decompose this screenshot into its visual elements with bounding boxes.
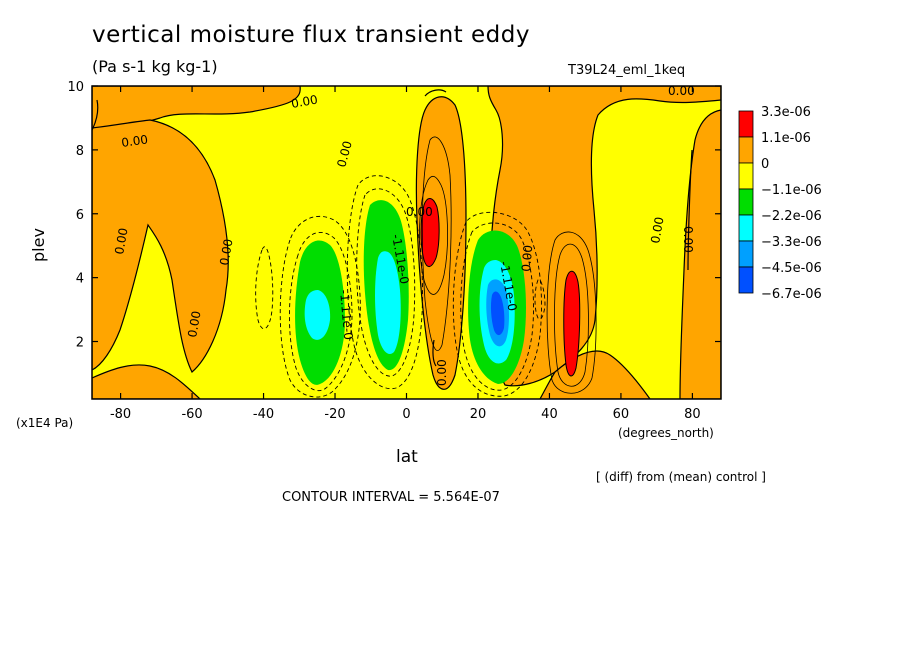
contour-label: -1.11e-0	[337, 289, 355, 340]
contour-label: 0.00	[217, 238, 235, 267]
x-tick-label: 20	[470, 407, 487, 422]
contour-zero-right-edge	[687, 149, 693, 271]
contour-interval: CONTOUR INTERVAL = 5.564E-07	[282, 490, 500, 505]
x-axis-units: (degrees_north)	[618, 426, 714, 440]
region-cyan-center-west	[375, 251, 401, 355]
region-center-column	[415, 96, 467, 390]
contour-label: 0.00	[112, 227, 130, 256]
negative-contours	[255, 175, 546, 398]
y-tick-label: 4	[76, 272, 84, 287]
contour-center-west-2	[346, 175, 423, 390]
contour-east-3	[460, 222, 534, 391]
x-axis-label: lat	[396, 447, 418, 467]
x-tick-label: -20	[324, 407, 345, 422]
contour-label: 0.00	[681, 226, 695, 253]
x-tick-label: -40	[253, 407, 274, 422]
contour-east-5	[534, 279, 546, 320]
chart-units: (Pa s-1 kg kg-1)	[92, 57, 218, 76]
y-tick-label: 2	[76, 336, 84, 351]
negative-deepblue-regions	[490, 291, 505, 336]
legend-label: −6.7e-06	[761, 287, 822, 302]
y-tick-label: 6	[76, 208, 84, 223]
contour-label: 0.00	[435, 359, 449, 386]
contour-label: 0.00	[648, 216, 666, 245]
color-legend: 3.3e-06 1.1e-06 0 −1.1e-06 −2.2e-06 −3.3e-06 −…	[738, 105, 822, 302]
contour-label: 0.00	[519, 244, 535, 272]
run-label: T39L24_eml_1keq	[568, 63, 686, 78]
contour-zero-center-bottom	[432, 339, 437, 367]
contour-west-1	[288, 232, 353, 392]
legend-label: −3.3e-06	[761, 235, 822, 250]
legend-label: 0	[761, 157, 769, 172]
legend-swatch	[738, 214, 754, 242]
region-cyan-west	[304, 290, 331, 340]
legend-label: −4.5e-06	[761, 261, 822, 276]
contour-label: 0.00	[120, 132, 148, 150]
x-tick-label: 0	[402, 407, 410, 422]
contour-zero-top	[424, 89, 447, 97]
contour-label: 0.00	[290, 93, 319, 111]
contour-center-west-1	[356, 188, 416, 377]
contour-label: 0.00	[185, 310, 203, 339]
legend-label: 3.3e-06	[761, 105, 811, 120]
contour-label: 0.00	[334, 139, 354, 168]
plot-area	[92, 86, 721, 399]
legend-label: 1.1e-06	[761, 131, 811, 146]
legend-swatch	[738, 162, 754, 190]
x-tick-label: -60	[181, 407, 202, 422]
legend-swatch	[738, 240, 754, 268]
contour-east-2	[546, 231, 597, 394]
contour-zero-left-edge	[92, 99, 99, 131]
contour-label: 0.00	[668, 84, 695, 98]
legend-label: −2.2e-06	[761, 209, 822, 224]
x-tick-label: 60	[613, 407, 630, 422]
legend-swatch	[738, 136, 754, 164]
contour-center-2	[421, 136, 452, 351]
x-tick-label: -80	[110, 407, 131, 422]
legend-swatch	[738, 266, 754, 294]
legend-swatch	[738, 110, 754, 138]
x-tick-label: 80	[684, 407, 701, 422]
y-tick-label: 10	[67, 80, 84, 95]
region-red-east	[563, 270, 581, 377]
x-axis: -80 -60 -40 -20 0 20 40 60 80	[110, 86, 701, 422]
region-bottom-left	[92, 364, 201, 399]
region-west-tongue	[92, 119, 229, 373]
y-axis-units: (x1E4 Pa)	[16, 416, 74, 430]
legend-swatch	[738, 188, 754, 216]
contour-center-1	[419, 175, 448, 295]
diff-note: [ (diff) from (mean) control ]	[596, 470, 766, 484]
red-regions	[420, 198, 581, 377]
legend-label: −1.1e-06	[761, 183, 822, 198]
y-axis: 2 4 6 8 10	[67, 80, 721, 351]
zero-contours	[92, 89, 693, 367]
chart-title: vertical moisture flux transient eddy	[92, 22, 530, 48]
x-tick-label: 40	[541, 407, 558, 422]
contour-east-4	[452, 211, 542, 397]
positive-contours	[419, 136, 597, 394]
contour-label: 0.00	[406, 205, 433, 219]
contour-west-2	[279, 215, 361, 398]
contour-east-1	[554, 243, 589, 387]
region-red-center	[420, 198, 440, 267]
region-deepblue-east	[490, 291, 505, 336]
y-tick-label: 8	[76, 144, 84, 159]
